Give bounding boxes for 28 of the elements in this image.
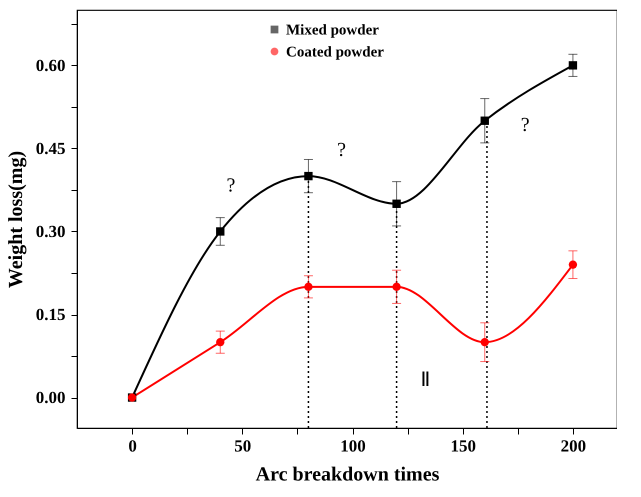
y-tick-label: 0.00 (36, 388, 66, 408)
y-axis-title: Weight loss(mg) (4, 150, 27, 288)
point (392, 200, 401, 208)
point (216, 338, 224, 346)
y-tick-label: 0.30 (36, 222, 66, 241)
legend-label: Mixed powder (286, 22, 380, 38)
point (304, 172, 313, 180)
annotation: Ⅱ (420, 368, 430, 391)
point (216, 227, 224, 236)
y-tick-label: 0.60 (36, 56, 66, 75)
point (480, 338, 489, 346)
x-tick-label: 200 (560, 436, 586, 456)
y-tick-label: 0.15 (36, 305, 66, 324)
x-tick-label: 0 (128, 436, 137, 456)
point (304, 282, 313, 291)
point (568, 61, 578, 70)
point (568, 260, 578, 269)
annotation: ? (337, 139, 346, 162)
annotation: ? (520, 114, 530, 136)
point (480, 116, 489, 125)
x-tick-label: 150 (450, 436, 476, 456)
x-tick-label: 50 (234, 436, 252, 456)
legend-label: Coated powder (286, 44, 384, 60)
point (392, 282, 401, 291)
y-tick-label: 0.45 (36, 138, 66, 158)
annotation: ? (226, 174, 236, 197)
x-axis-title: Arc breakdown times (256, 464, 440, 486)
x-tick-label: 100 (340, 436, 366, 456)
